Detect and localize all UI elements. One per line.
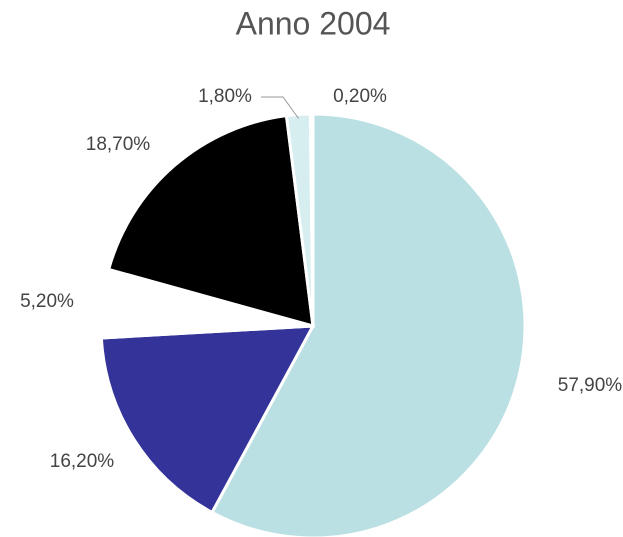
data-label: 18,70% bbox=[86, 134, 151, 155]
data-label: 0,20% bbox=[333, 86, 387, 107]
leader-line bbox=[261, 96, 300, 119]
chart-title: Anno 2004 bbox=[236, 5, 391, 41]
data-label: 5,20% bbox=[20, 291, 74, 312]
pie-slice bbox=[308, 112, 315, 327]
data-label: 1,80% bbox=[198, 86, 252, 107]
pie-slice bbox=[99, 324, 316, 515]
data-label: 16,20% bbox=[50, 451, 115, 472]
pie-slice bbox=[106, 113, 315, 329]
pie-slice bbox=[210, 112, 527, 537]
data-label: 57,90% bbox=[558, 375, 623, 396]
